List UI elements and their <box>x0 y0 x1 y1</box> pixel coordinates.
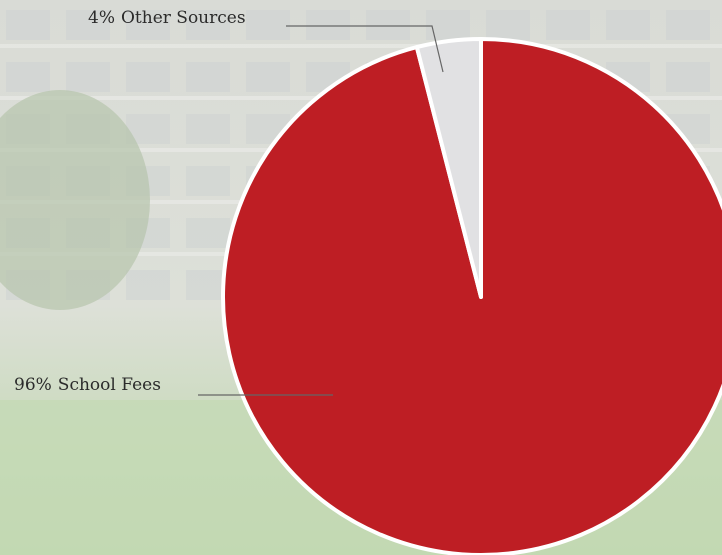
slice-category-label: School Fees <box>58 375 161 395</box>
slice-category-label: Other Sources <box>121 8 246 28</box>
pie <box>221 37 722 555</box>
slice-value-label: 96% <box>14 375 52 395</box>
pie-slice <box>414 37 483 299</box>
pie-slice <box>221 37 722 555</box>
leader-line <box>286 25 444 73</box>
slice-value-label: 4% <box>88 8 115 28</box>
slice-label: 4% Other Sources <box>88 8 246 28</box>
slice-label: 96% School Fees <box>14 375 161 395</box>
labels: 96% School Fees 4% Other Sources <box>14 8 444 396</box>
